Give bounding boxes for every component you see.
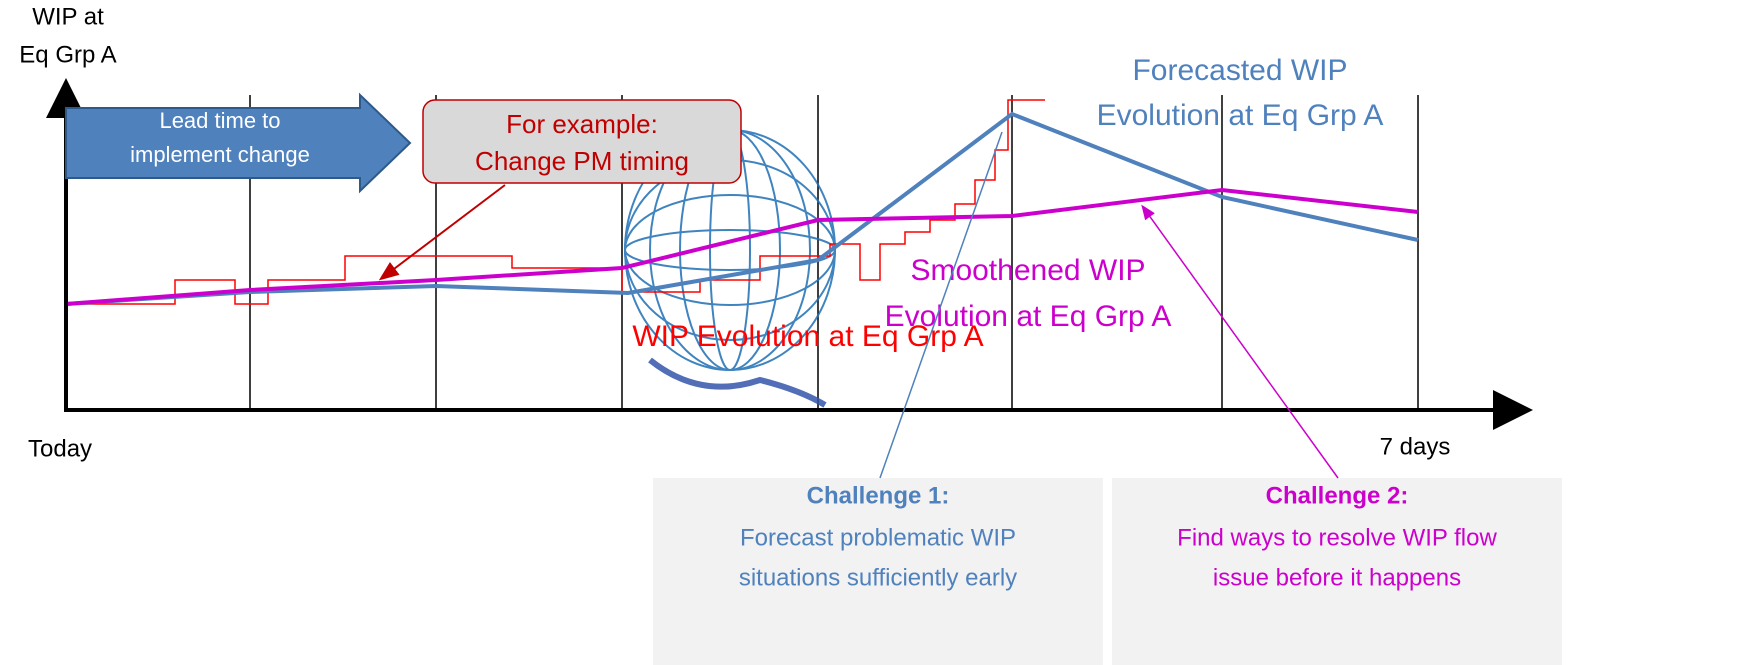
challenge-title: Challenge 1: bbox=[807, 482, 950, 509]
challenge-pointer bbox=[879, 131, 1003, 479]
challenge-box bbox=[653, 478, 1103, 665]
smoothed-line bbox=[65, 187, 1419, 306]
smoothed-label: Smoothened WIP bbox=[910, 254, 1145, 287]
challenge-text: situations sufficiently early bbox=[739, 564, 1017, 591]
forecast-label: Forecasted WIP bbox=[1132, 54, 1347, 87]
challenge-text: Forecast problematic WIP bbox=[740, 524, 1016, 551]
challenge-text: issue before it happens bbox=[1213, 564, 1461, 591]
forecast-label: Evolution at Eq Grp A bbox=[1097, 99, 1384, 132]
x-start-label: Today bbox=[28, 435, 92, 462]
callout-text: Change PM timing bbox=[475, 146, 689, 176]
lead-time-arrow bbox=[65, 92, 412, 194]
y-axis-label: Eq Grp A bbox=[19, 41, 116, 68]
arrow-text: Lead time to bbox=[159, 108, 280, 133]
challenge-text: Find ways to resolve WIP flow bbox=[1177, 524, 1497, 551]
y-axis-label: WIP at bbox=[32, 3, 104, 30]
callout-box bbox=[422, 99, 742, 184]
arrow-text: implement change bbox=[130, 142, 310, 167]
challenge-box bbox=[1112, 478, 1562, 665]
actual-label: WIP Evolution at Eq Grp A bbox=[632, 320, 983, 353]
challenge-title: Challenge 2: bbox=[1266, 482, 1409, 509]
x-end-label: 7 days bbox=[1380, 433, 1451, 460]
forecast-line bbox=[65, 111, 1419, 306]
challenge-pointer bbox=[1141, 204, 1339, 479]
callout-arrow bbox=[378, 184, 506, 281]
actual-wip-line bbox=[66, 99, 1045, 305]
callout-text: For example: bbox=[506, 109, 658, 139]
